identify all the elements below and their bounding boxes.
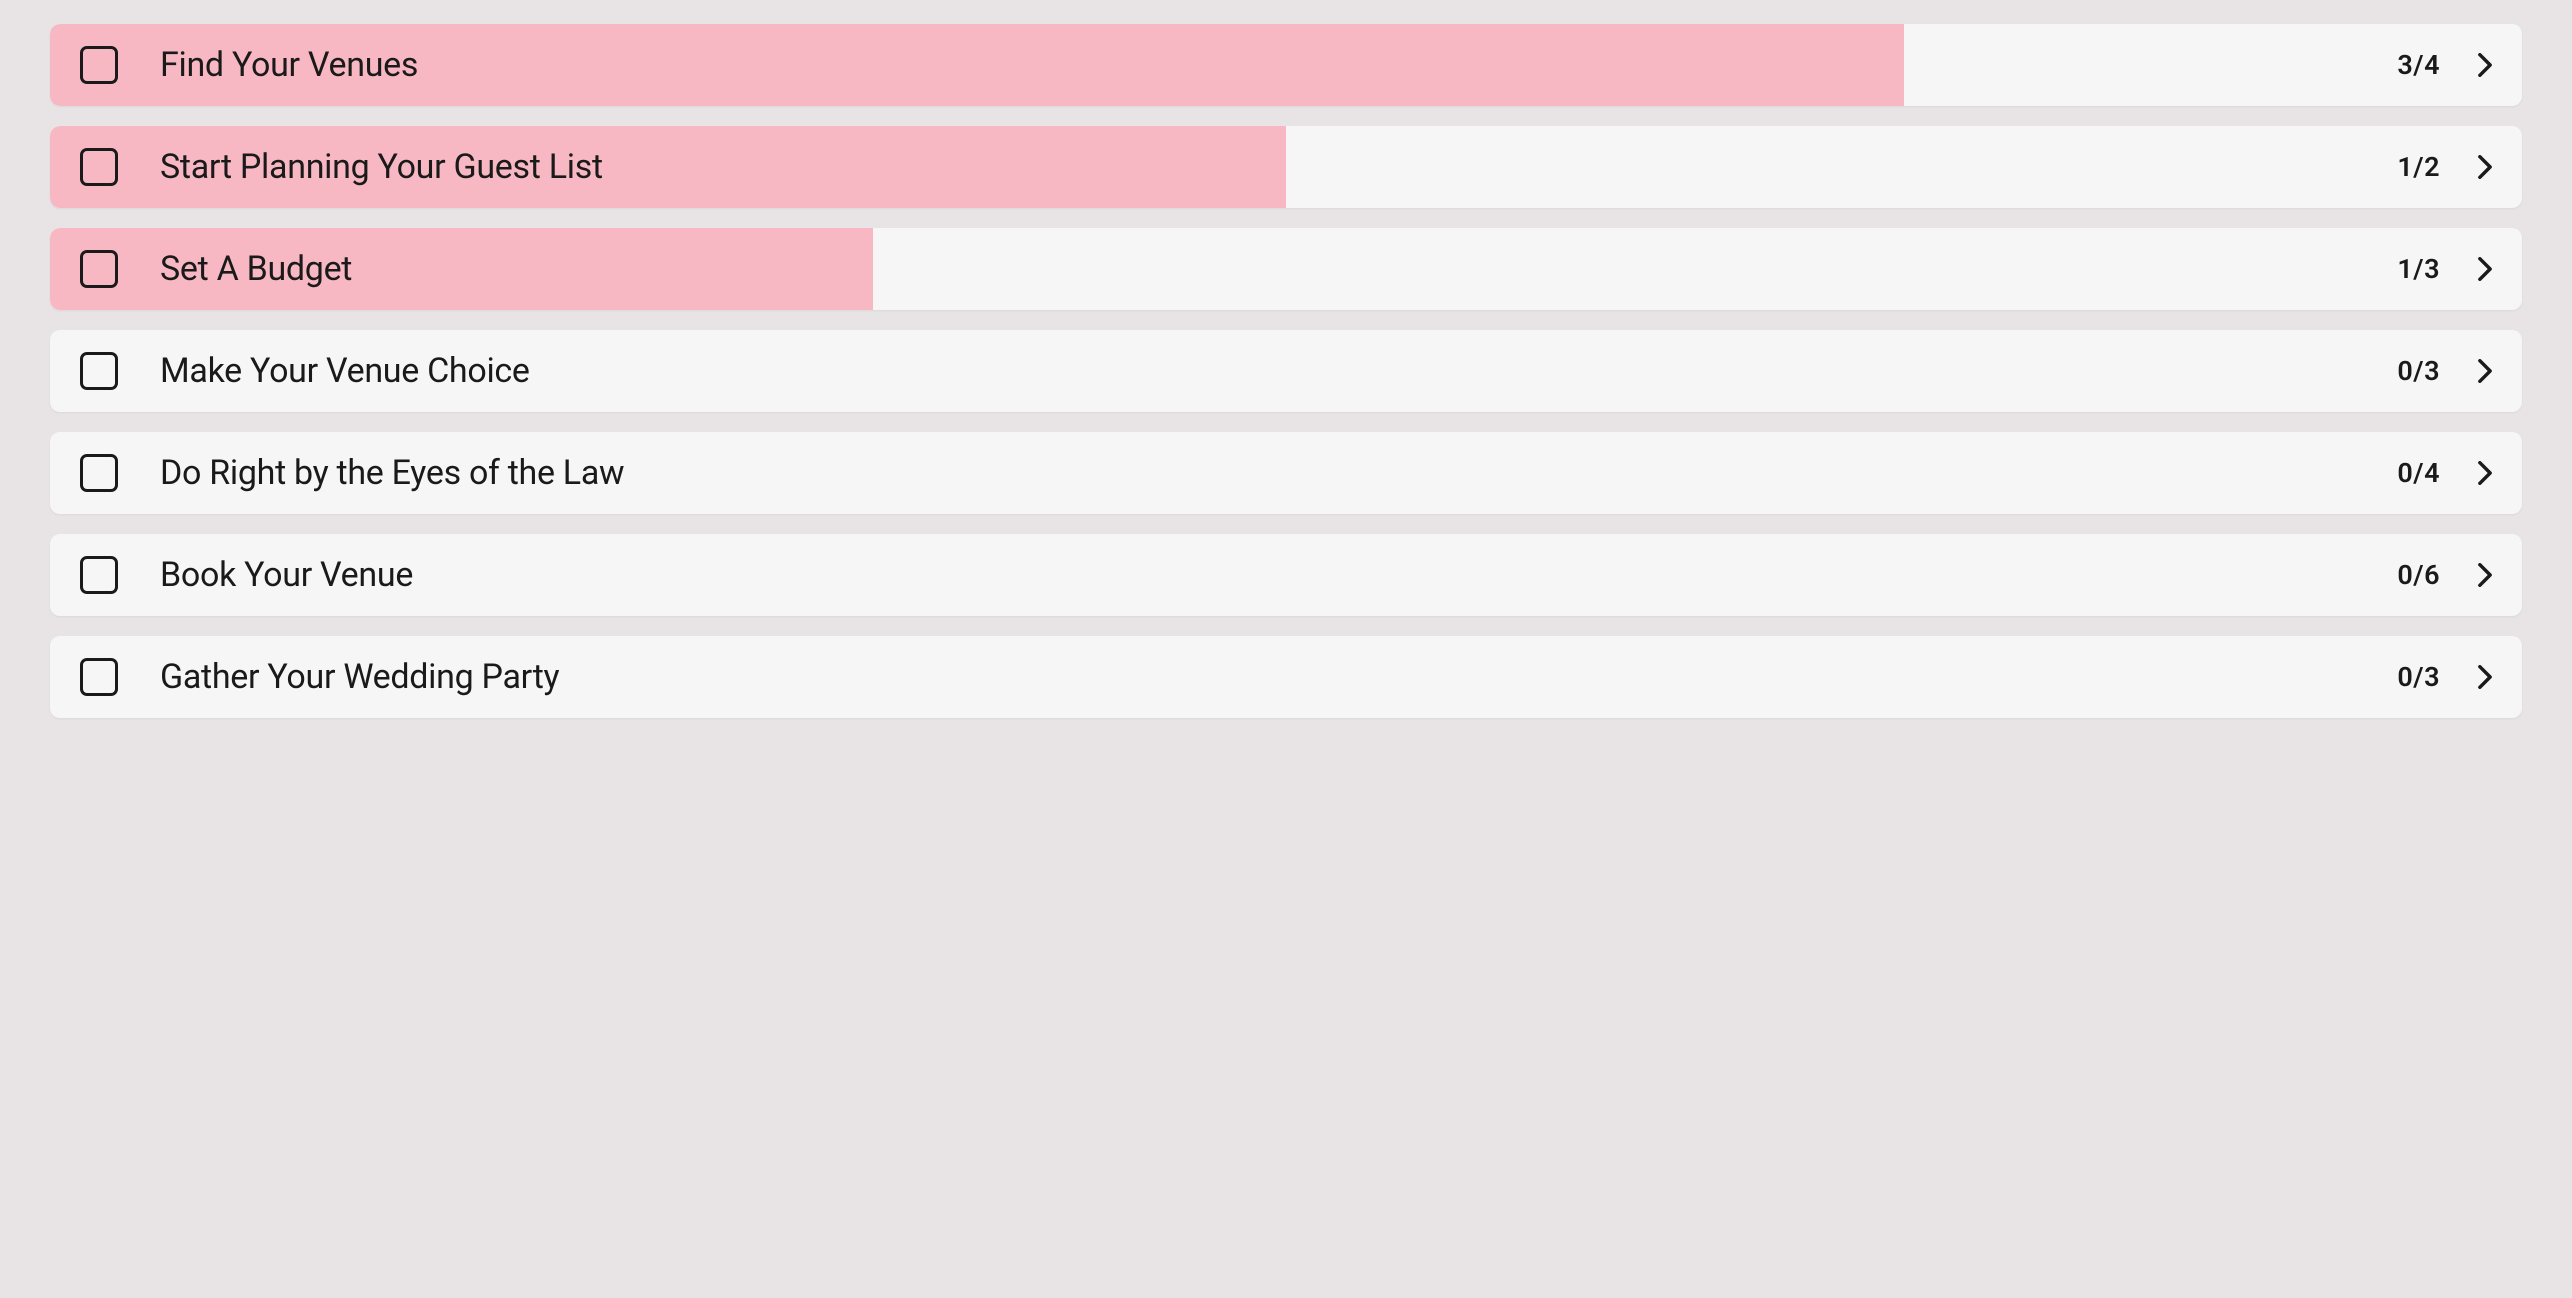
task-checkbox[interactable] [80, 352, 118, 390]
task-count: 0/3 [2397, 661, 2440, 693]
chevron-right-icon [2478, 461, 2492, 485]
chevron-right-icon [2478, 155, 2492, 179]
task-item[interactable]: Find Your Venues 3/4 [50, 24, 2522, 106]
task-item[interactable]: Start Planning Your Guest List 1/2 [50, 126, 2522, 208]
task-title: Do Right by the Eyes of the Law [160, 453, 2397, 493]
task-count: 3/4 [2397, 49, 2440, 81]
task-item[interactable]: Book Your Venue 0/6 [50, 534, 2522, 616]
task-title: Gather Your Wedding Party [160, 657, 2397, 697]
chevron-right-icon [2478, 257, 2492, 281]
chevron-right-icon [2478, 563, 2492, 587]
task-content: Find Your Venues 3/4 [50, 24, 2522, 106]
task-title: Start Planning Your Guest List [160, 147, 2397, 187]
task-count: 0/3 [2397, 355, 2440, 387]
task-content: Make Your Venue Choice 0/3 [50, 330, 2522, 412]
task-title: Set A Budget [160, 249, 2397, 289]
task-checkbox[interactable] [80, 658, 118, 696]
task-checkbox[interactable] [80, 556, 118, 594]
task-item[interactable]: Set A Budget 1/3 [50, 228, 2522, 310]
task-checkbox[interactable] [80, 46, 118, 84]
task-item[interactable]: Make Your Venue Choice 0/3 [50, 330, 2522, 412]
task-title: Find Your Venues [160, 45, 2397, 85]
task-item[interactable]: Gather Your Wedding Party 0/3 [50, 636, 2522, 718]
task-content: Gather Your Wedding Party 0/3 [50, 636, 2522, 718]
task-title: Book Your Venue [160, 555, 2397, 595]
task-count: 1/3 [2397, 253, 2440, 285]
task-count: 1/2 [2397, 151, 2440, 183]
task-count: 0/4 [2397, 457, 2440, 489]
task-content: Set A Budget 1/3 [50, 228, 2522, 310]
task-title: Make Your Venue Choice [160, 351, 2397, 391]
task-checkbox[interactable] [80, 250, 118, 288]
task-list: Find Your Venues 3/4 Start Planning Your… [50, 24, 2522, 718]
chevron-right-icon [2478, 359, 2492, 383]
task-content: Do Right by the Eyes of the Law 0/4 [50, 432, 2522, 514]
task-content: Start Planning Your Guest List 1/2 [50, 126, 2522, 208]
chevron-right-icon [2478, 665, 2492, 689]
task-checkbox[interactable] [80, 454, 118, 492]
task-checkbox[interactable] [80, 148, 118, 186]
chevron-right-icon [2478, 53, 2492, 77]
task-count: 0/6 [2397, 559, 2440, 591]
task-item[interactable]: Do Right by the Eyes of the Law 0/4 [50, 432, 2522, 514]
task-content: Book Your Venue 0/6 [50, 534, 2522, 616]
